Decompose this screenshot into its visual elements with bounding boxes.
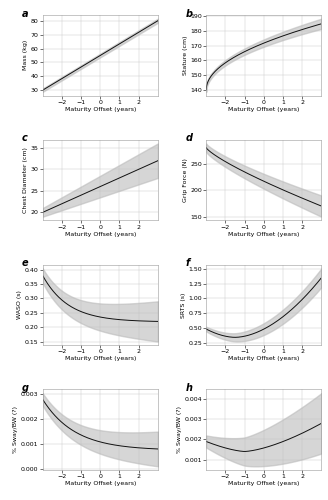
X-axis label: Maturity Offset (years): Maturity Offset (years): [65, 356, 136, 362]
Y-axis label: % Sway/BW (?): % Sway/BW (?): [13, 406, 18, 453]
X-axis label: Maturity Offset (years): Maturity Offset (years): [65, 107, 136, 112]
Y-axis label: Mass (kg): Mass (kg): [23, 40, 28, 70]
Text: e: e: [22, 258, 29, 268]
Y-axis label: Chest Diameter (cm): Chest Diameter (cm): [23, 147, 28, 213]
X-axis label: Maturity Offset (years): Maturity Offset (years): [65, 232, 136, 236]
Text: d: d: [186, 134, 193, 143]
Y-axis label: SRTS (s): SRTS (s): [180, 292, 186, 318]
Y-axis label: Stature (cm): Stature (cm): [183, 36, 188, 75]
Text: b: b: [186, 8, 193, 18]
X-axis label: Maturity Offset (years): Maturity Offset (years): [228, 232, 299, 236]
Y-axis label: Grip Force (N): Grip Force (N): [183, 158, 188, 202]
Text: h: h: [186, 383, 193, 393]
X-axis label: Maturity Offset (years): Maturity Offset (years): [228, 107, 299, 112]
Text: a: a: [22, 8, 29, 18]
Y-axis label: % Sway/BW (?): % Sway/BW (?): [177, 406, 182, 453]
X-axis label: Maturity Offset (years): Maturity Offset (years): [228, 481, 299, 486]
X-axis label: Maturity Offset (years): Maturity Offset (years): [65, 481, 136, 486]
Text: f: f: [186, 258, 190, 268]
Text: g: g: [22, 383, 29, 393]
Y-axis label: WASO (s): WASO (s): [17, 290, 22, 320]
Text: c: c: [22, 134, 28, 143]
X-axis label: Maturity Offset (years): Maturity Offset (years): [228, 356, 299, 362]
